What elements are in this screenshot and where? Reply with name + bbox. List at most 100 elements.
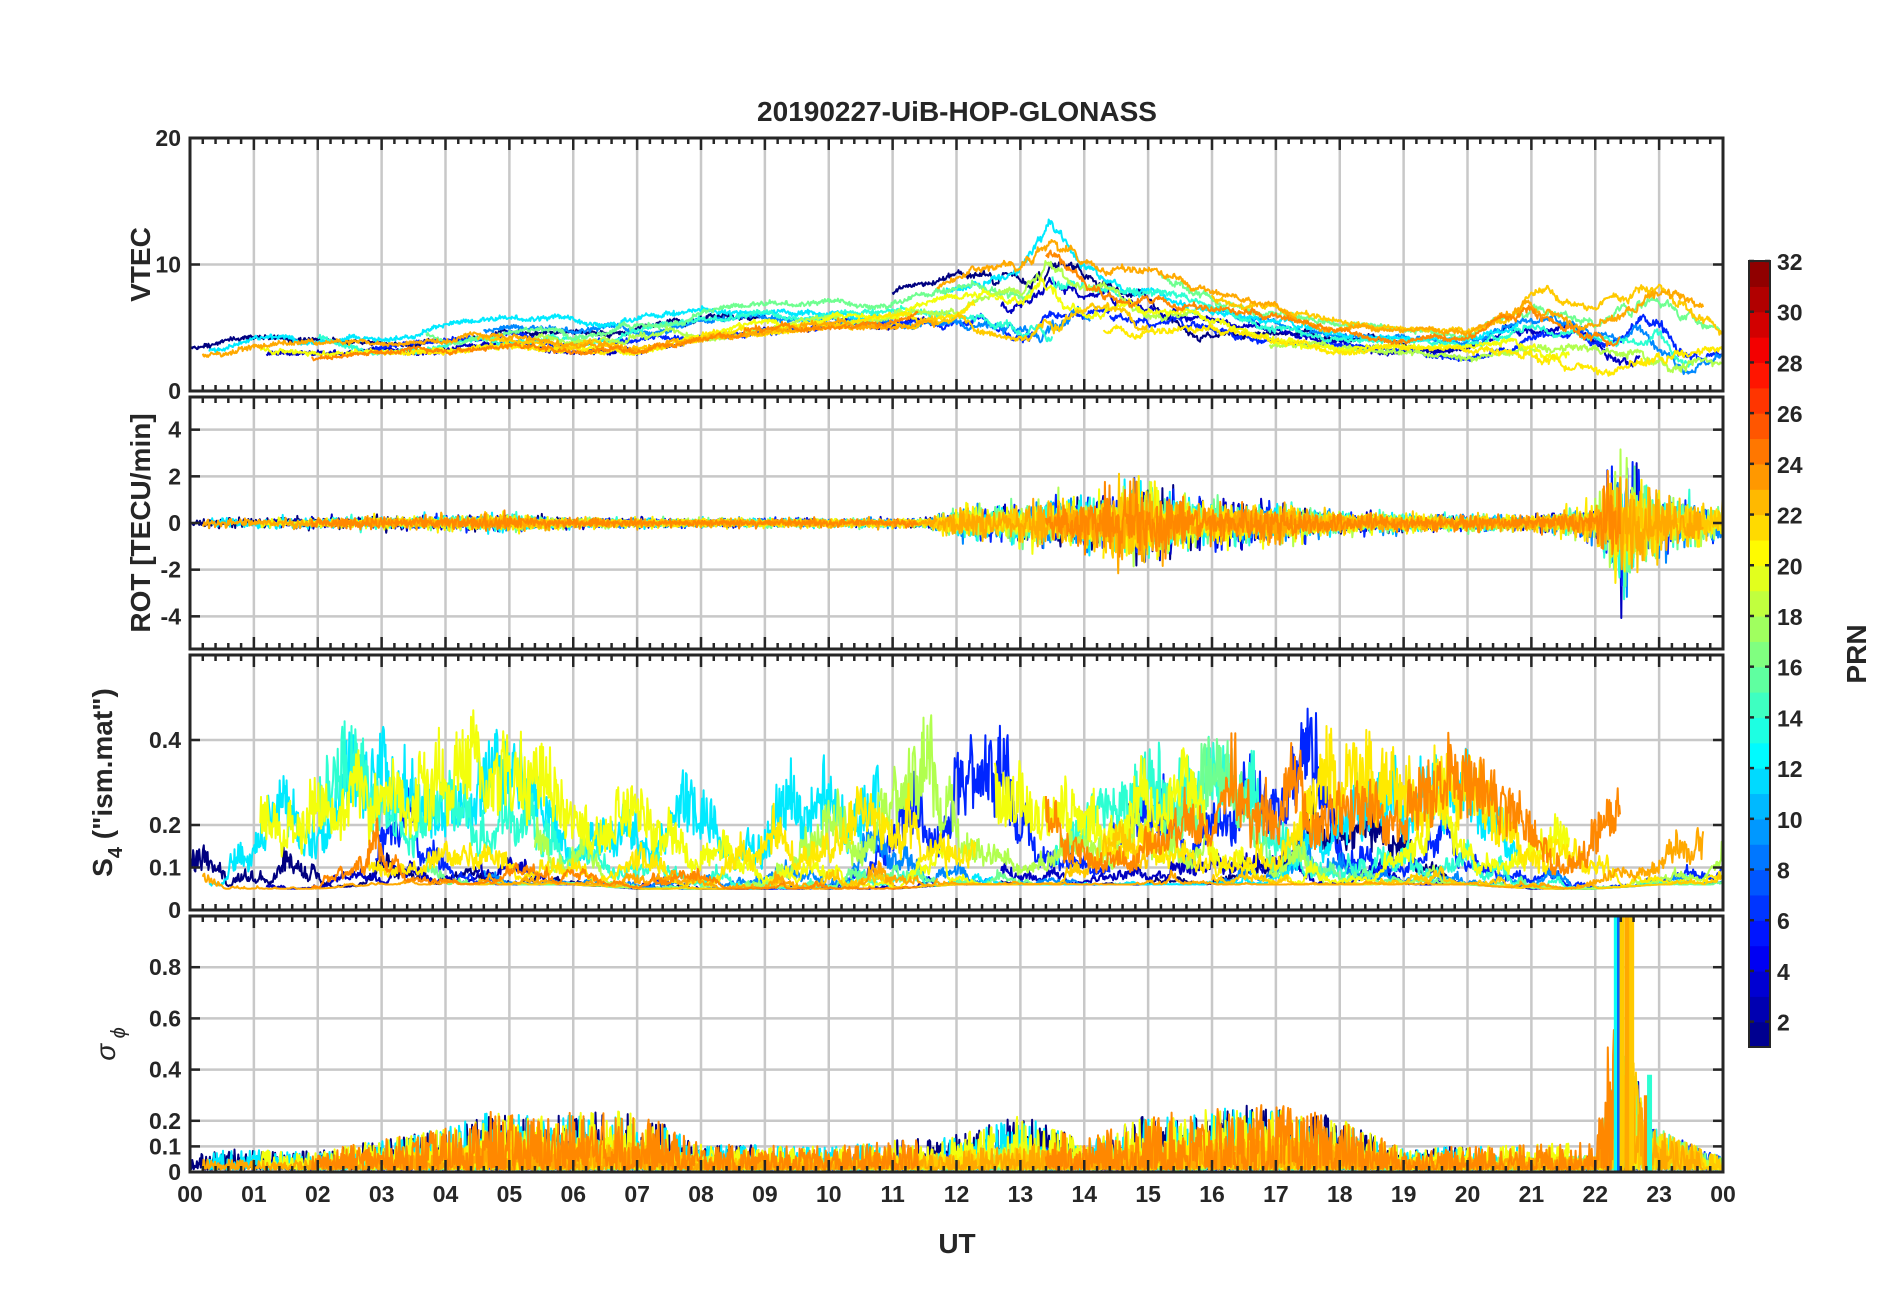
x-tick-label: 15 <box>1135 1181 1161 1207</box>
colorbar-tick-label: 32 <box>1777 249 1803 275</box>
y-tick-label: 0 <box>168 510 181 536</box>
y-tick-label: -2 <box>161 557 181 583</box>
y-tick-label: 0 <box>168 1159 181 1185</box>
panel-rot: -4 -2 0 2 4 ROT [TECU/min] <box>125 395 1725 651</box>
series-line-prn-16 <box>425 273 1723 346</box>
y-tick-label: 0 <box>168 897 181 923</box>
y-tick-label: 0.2 <box>149 1108 181 1134</box>
colorbar-segment <box>1749 666 1770 693</box>
colorbar-segment <box>1749 945 1770 972</box>
panel-ticks <box>188 397 1725 649</box>
colorbar-tick-label: 18 <box>1777 604 1803 630</box>
colorbar-tick-label: 12 <box>1777 756 1803 782</box>
y-tick-label: 0.1 <box>149 855 181 881</box>
x-tick-label: 00 <box>1710 1181 1736 1207</box>
series-line-prn-23 <box>201 239 1705 358</box>
colorbar-segment <box>1749 641 1770 668</box>
colorbar-label: PRN <box>1841 624 1872 683</box>
y-tick-label: 0.4 <box>149 727 181 753</box>
x-tick-label: 07 <box>624 1181 650 1207</box>
colorbar-segment <box>1749 894 1770 921</box>
colorbar-segment <box>1749 768 1770 795</box>
x-tick-label: 16 <box>1199 1181 1225 1207</box>
colorbar-segment <box>1749 438 1770 465</box>
panel-ticks <box>188 655 1725 912</box>
colorbar-segment <box>1749 590 1770 617</box>
panel-data <box>190 448 1723 619</box>
colorbar-segment <box>1749 514 1770 541</box>
y-tick-label: 10 <box>155 252 181 278</box>
colorbar-segment <box>1749 1021 1770 1048</box>
colorbar-segment <box>1749 920 1770 947</box>
colorbar-tick-label: 2 <box>1777 1010 1790 1036</box>
x-tick-label: 10 <box>816 1181 842 1207</box>
panel-data <box>190 707 1723 890</box>
colorbar-segment <box>1749 387 1770 414</box>
x-tick-label: 17 <box>1263 1181 1289 1207</box>
y-axis-label-rest: ("ism.mat") <box>87 688 118 847</box>
colorbar-segment <box>1749 742 1770 769</box>
y-axis-label-main: σ <box>90 1043 121 1061</box>
x-tick-label: 22 <box>1582 1181 1608 1207</box>
colorbar-segment <box>1749 844 1770 871</box>
x-axis-label: UT <box>938 1228 975 1259</box>
colorbar-segment <box>1749 337 1770 364</box>
x-tick-label: 08 <box>688 1181 714 1207</box>
series-line-prn-20 <box>259 709 1570 890</box>
y-tick-label: 20 <box>155 125 181 151</box>
x-tick-label: 12 <box>944 1181 970 1207</box>
series-line-prn-24 <box>311 731 1621 890</box>
colorbar-tick-label: 22 <box>1777 503 1803 529</box>
x-tick-label: 00 <box>177 1181 203 1207</box>
colorbar-segment <box>1749 818 1770 845</box>
series-line-prn-24 <box>311 249 1621 362</box>
y-tick-label: 2 <box>168 463 181 489</box>
colorbar-tick-label: 24 <box>1777 452 1803 478</box>
series-line-prn-24 <box>310 994 1621 1171</box>
x-tick-label: 19 <box>1391 1181 1417 1207</box>
x-tick-label: 20 <box>1455 1181 1481 1207</box>
colorbar-segment <box>1749 717 1770 744</box>
y-tick-label: -4 <box>161 603 182 629</box>
colorbar-segment <box>1749 311 1770 338</box>
colorbar-tick-label: 8 <box>1777 858 1790 884</box>
x-tick-label: 03 <box>369 1181 395 1207</box>
colorbar-tick-label: 26 <box>1777 401 1803 427</box>
colorbar-tick-label: 20 <box>1777 553 1803 579</box>
y-axis-label-s4: S4 ("ism.mat") <box>87 688 127 877</box>
series-line-prn-24 <box>310 469 1621 560</box>
x-tick-label: 13 <box>1008 1181 1034 1207</box>
colorbar-segment <box>1749 463 1770 490</box>
colorbar-segment <box>1749 413 1770 440</box>
panel-data <box>190 218 1723 377</box>
x-tick-label: 21 <box>1519 1181 1545 1207</box>
x-tick-label: 09 <box>752 1181 778 1207</box>
colorbar-segment <box>1749 261 1770 287</box>
colorbar-tick-label: 30 <box>1777 300 1803 326</box>
chart-title: 20190227-UiB-HOP-GLONASS <box>757 96 1157 127</box>
colorbar-segment <box>1749 996 1770 1023</box>
y-tick-label: 0.8 <box>149 954 181 980</box>
panel-vtec: 0 10 20 VTEC <box>125 125 1725 404</box>
colorbar-tick-label: 28 <box>1777 350 1803 376</box>
x-tick-label: 14 <box>1071 1181 1097 1207</box>
series-line-prn-23 <box>201 827 1705 890</box>
y-tick-label: 0.2 <box>149 812 181 838</box>
colorbar-segment <box>1749 692 1770 718</box>
y-tick-label: 0 <box>168 378 181 404</box>
colorbar-segment <box>1749 539 1770 566</box>
panel-ticks <box>188 136 1725 393</box>
colorbar-tick-label: 16 <box>1777 655 1803 681</box>
x-tick-label: 11 <box>880 1181 905 1207</box>
y-tick-label: 4 <box>168 417 181 443</box>
colorbar-frame <box>1748 260 1771 1048</box>
x-tick-label: 04 <box>433 1181 459 1207</box>
colorbar-segment <box>1749 286 1770 313</box>
y-axis-label-sub: 4 <box>105 846 127 858</box>
colorbar-tick-label: 4 <box>1777 959 1790 985</box>
colorbar-tick-label: 6 <box>1777 908 1790 934</box>
colorbar-segment <box>1749 362 1770 389</box>
